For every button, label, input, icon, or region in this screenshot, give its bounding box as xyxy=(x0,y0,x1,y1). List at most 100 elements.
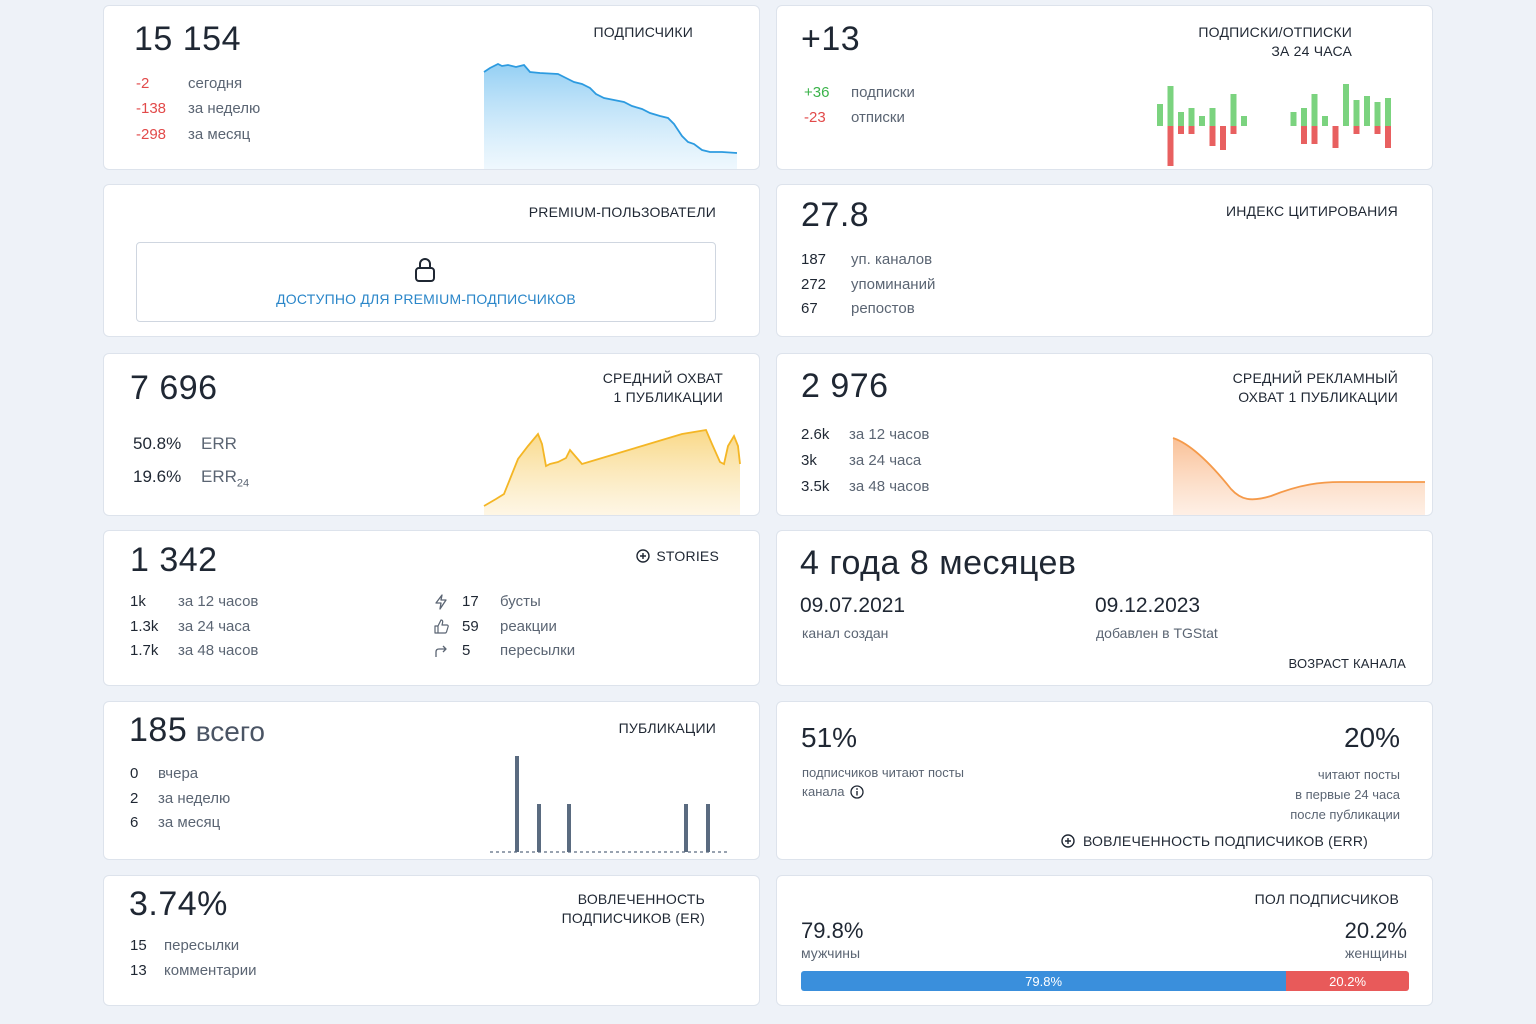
citation-row-channels: 187 уп. каналов xyxy=(801,251,933,268)
unsubs-bar[interactable] xyxy=(1332,126,1339,148)
reach-row-err: 50.8% ERR xyxy=(133,434,237,453)
age-added-date: 09.12.2023 xyxy=(1095,594,1201,617)
stories-value: 1 342 xyxy=(130,541,218,579)
unsubs-bar[interactable] xyxy=(1353,126,1360,134)
err-link[interactable]: ВОВЛЕЧЕННОСТЬ ПОДПИСЧИКОВ (ERR) xyxy=(1061,833,1368,849)
subs-bar[interactable] xyxy=(1311,94,1318,126)
reach-row-err24: 19.6% ERR24 xyxy=(133,467,250,490)
reach-label: СРЕДНИЙ ОХВАТ 1 ПУБЛИКАЦИИ xyxy=(602,370,723,405)
subs-row: +36 подписки xyxy=(804,84,915,101)
subs-unsubs-card[interactable]: +13 ПОДПИСКИ/ОТПИСКИ ЗА 24 ЧАСА +36 подпи… xyxy=(776,5,1433,170)
unsubs-row: -23 отписки xyxy=(804,109,905,126)
subscribers-card[interactable]: 15 154 ПОДПИСЧИКИ -2 сегодня -138 за недел… xyxy=(103,5,760,170)
ad-reach-area-chart[interactable] xyxy=(1171,434,1427,516)
gender-male-value: 79.8% xyxy=(801,918,864,943)
subs-bar[interactable] xyxy=(1353,100,1360,126)
subs-bar[interactable] xyxy=(1178,112,1184,126)
stories-row-48h: 1.7k за 48 часов xyxy=(130,642,259,659)
unsubs-bar[interactable] xyxy=(1167,126,1174,166)
ad-reach-value: 2 976 xyxy=(801,367,889,405)
subs-bar[interactable] xyxy=(1209,108,1216,126)
err-card[interactable]: 51% подписчиков читают посты канала 20% … xyxy=(776,701,1433,860)
er-label: ВОВЛЕЧЕННОСТЬ ПОДПИСЧИКОВ (ER) xyxy=(561,891,705,926)
gender-female-label: женщины xyxy=(1344,945,1407,961)
age-added-label: добавлен в TGStat xyxy=(1096,625,1218,641)
subs-bar[interactable] xyxy=(1167,86,1174,126)
premium-access-link[interactable]: ДОСТУПНО ДЛЯ PREMIUM-ПОДПИСЧИКОВ xyxy=(276,291,576,307)
ad-reach-card[interactable]: 2 976 СРЕДНИЙ РЕКЛАМНЫЙ ОХВАТ 1 ПУБЛИКАЦ… xyxy=(776,353,1433,516)
stories-card[interactable]: 1 342 STORIES 1k за 12 часов 1.3k за 24 ча… xyxy=(103,530,760,686)
stories-link[interactable]: STORIES xyxy=(636,548,719,564)
reach-card[interactable]: 7 696 СРЕДНИЙ ОХВАТ 1 ПУБЛИКАЦИИ 50.8% ER… xyxy=(103,353,760,516)
citation-card[interactable]: 27.8 ИНДЕКС ЦИТИРОВАНИЯ 187 уп. каналов 2… xyxy=(776,184,1433,337)
stories-row-12h: 1k за 12 часов xyxy=(130,593,259,610)
subscribers-row-today: -2 сегодня xyxy=(136,75,243,92)
subs-bar[interactable] xyxy=(1241,116,1247,126)
subs-bar[interactable] xyxy=(1343,84,1349,126)
gender-card[interactable]: ПОЛ ПОДПИСЧИКОВ 79.8% мужчины 20.2% женщ… xyxy=(776,875,1433,1006)
unsubs-bar[interactable] xyxy=(1178,126,1184,134)
premium-locked-box[interactable]: ДОСТУПНО ДЛЯ PREMIUM-ПОДПИСЧИКОВ xyxy=(136,242,716,322)
thumbs-up-icon xyxy=(434,619,449,634)
premium-label: PREMIUM-ПОЛЬЗОВАТЕЛИ xyxy=(528,204,716,220)
subscribers-label: ПОДПИСЧИКИ xyxy=(593,24,693,40)
unsubs-bar[interactable] xyxy=(1385,126,1391,148)
plus-circle-icon xyxy=(636,549,651,563)
citation-value: 27.8 xyxy=(801,196,870,234)
age-label: ВОЗРАСТ КАНАЛА xyxy=(1288,656,1406,671)
publications-label: ПУБЛИКАЦИИ xyxy=(618,720,716,736)
err-left-value: 51% xyxy=(801,722,858,753)
err-right-text: читают посты в первые 24 часа после публ… xyxy=(1290,767,1400,822)
subs-bar[interactable] xyxy=(1157,104,1163,126)
info-icon[interactable] xyxy=(850,784,865,799)
ad-reach-row-12h: 2.6k за 12 часов xyxy=(801,426,930,443)
gender-bar-female: 20.2% xyxy=(1286,971,1409,991)
publications-value: 185 всего xyxy=(129,711,265,749)
gender-label: ПОЛ ПОДПИСЧИКОВ xyxy=(1254,891,1399,907)
subs-bar[interactable] xyxy=(1188,108,1195,126)
age-value: 4 года 8 месяцев xyxy=(800,544,1077,582)
err-left-line1: подписчиков читают посты xyxy=(802,765,965,780)
unsubs-bar[interactable] xyxy=(1374,126,1381,134)
subs-bar[interactable] xyxy=(1364,96,1370,126)
subs-bar[interactable] xyxy=(1385,98,1391,126)
lightning-icon xyxy=(435,594,447,610)
gender-bar-male: 79.8% xyxy=(801,971,1287,991)
unsubs-bar[interactable] xyxy=(1301,126,1307,144)
ad-reach-label: СРЕДНИЙ РЕКЛАМНЫЙ ОХВАТ 1 ПУБЛИКАЦИИ xyxy=(1232,370,1398,405)
er-card[interactable]: 3.74% ВОВЛЕЧЕННОСТЬ ПОДПИСЧИКОВ (ER) 15 п… xyxy=(103,875,760,1006)
ad-reach-row-24h: 3k за 24 часа xyxy=(801,452,922,469)
unsubs-bar[interactable] xyxy=(1220,126,1226,150)
reach-value: 7 696 xyxy=(130,369,218,407)
ad-reach-row-48h: 3.5k за 48 часов xyxy=(801,478,930,495)
publications-card[interactable]: 185 всего ПУБЛИКАЦИИ 0 вчера 2 за неделю 6… xyxy=(103,701,760,860)
subscribers-row-week: -138 за неделю xyxy=(136,100,261,117)
subscribers-area-chart[interactable] xyxy=(482,56,742,170)
er-value: 3.74% xyxy=(129,885,228,923)
subs-bar[interactable] xyxy=(1301,108,1307,126)
lock-icon xyxy=(415,258,435,282)
citation-label: ИНДЕКС ЦИТИРОВАНИЯ xyxy=(1225,203,1398,219)
unsubs-bar[interactable] xyxy=(1311,126,1318,144)
subs-bar[interactable] xyxy=(1322,116,1328,126)
err-right-value: 20% xyxy=(1343,722,1400,753)
reach-area-chart[interactable] xyxy=(482,424,744,516)
er-row-comments: 13 комментарии xyxy=(130,962,257,979)
share-arrow-icon xyxy=(435,645,447,657)
gender-bar[interactable]: 79.8% 20.2% xyxy=(801,971,1409,991)
subs-bar[interactable] xyxy=(1374,102,1381,126)
subs-bar[interactable] xyxy=(1290,112,1297,126)
unsubs-bar[interactable] xyxy=(1188,126,1195,134)
subs-unsubs-value: +13 xyxy=(801,20,861,58)
unsubs-bar[interactable] xyxy=(1209,126,1216,146)
subs-unsubs-bar-chart[interactable] xyxy=(1153,71,1408,170)
citation-row-reposts: 67 репостов xyxy=(801,300,915,317)
citation-row-mentions: 272 упоминаний xyxy=(801,276,936,293)
subs-bar[interactable] xyxy=(1230,94,1237,126)
unsubs-bar[interactable] xyxy=(1230,126,1237,134)
publications-bar-chart[interactable] xyxy=(490,752,730,857)
err-left-line2: канала xyxy=(802,784,865,799)
subscribers-value: 15 154 xyxy=(134,20,241,58)
gender-female-value: 20.2% xyxy=(1344,918,1407,943)
subs-bar[interactable] xyxy=(1199,116,1205,126)
